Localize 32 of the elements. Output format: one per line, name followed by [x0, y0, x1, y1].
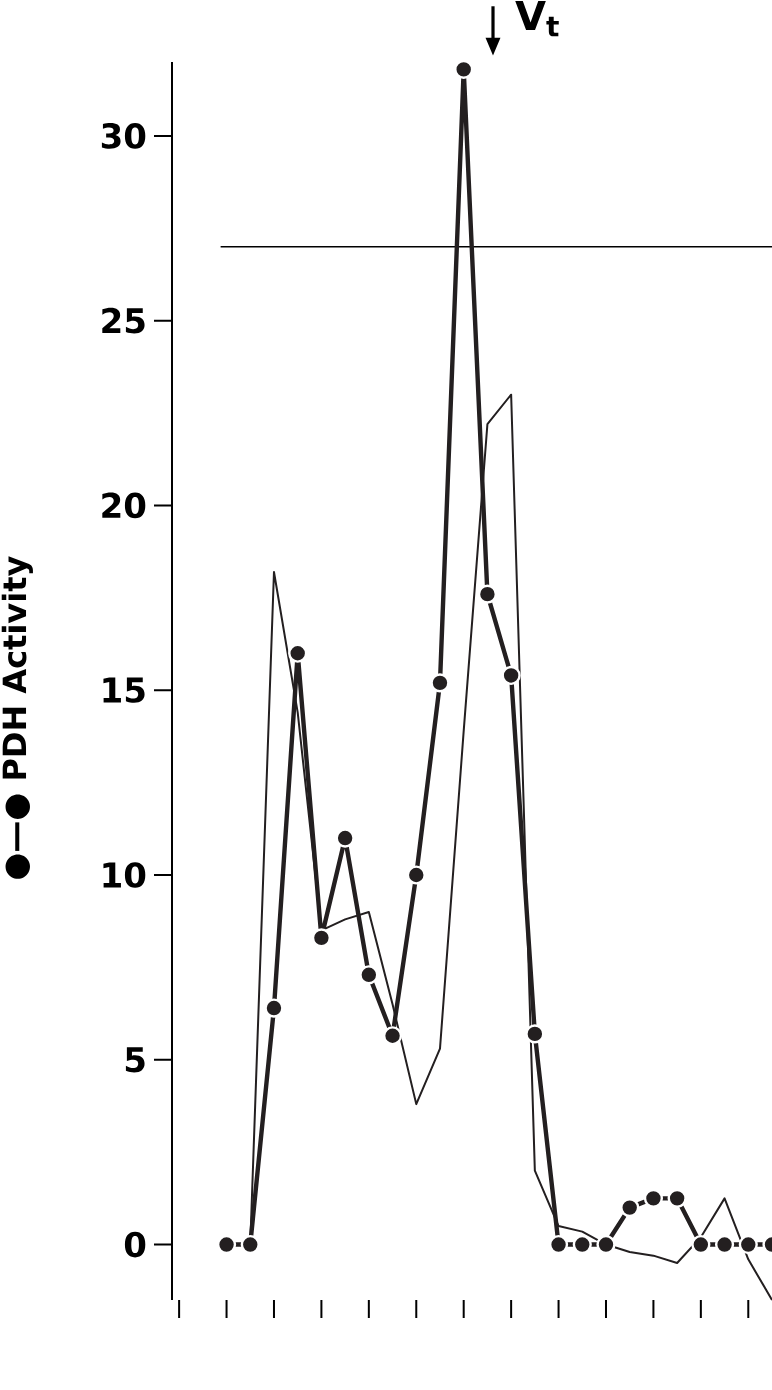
point: [691, 1234, 711, 1255]
point: [264, 998, 284, 1018]
point: [525, 1024, 545, 1044]
y-tick-label: 25: [102, 307, 145, 334]
point: [382, 1026, 403, 1046]
point: [430, 673, 450, 693]
y-tick-label: 10: [103, 862, 146, 888]
text: V$_{t}$: [515, 0, 559, 37]
point: [667, 1188, 687, 1208]
point: [240, 1234, 260, 1255]
point: [335, 828, 355, 848]
point: [359, 965, 379, 985]
point: [311, 928, 332, 948]
point: [501, 665, 521, 686]
point: [548, 1234, 569, 1255]
point: [738, 1234, 758, 1255]
y-tick-label: 5: [125, 1047, 145, 1073]
y-axis-title: ●—● PDH Activity: [1, 556, 33, 879]
point: [596, 1234, 616, 1255]
point: [216, 1234, 237, 1255]
y-tick-label: 15: [103, 677, 145, 703]
point: [477, 584, 498, 604]
point: [643, 1188, 664, 1208]
y-tick-label: 30: [101, 123, 146, 149]
point: [454, 59, 474, 79]
point: [288, 643, 308, 663]
point: [406, 865, 426, 885]
y-tick-label: 20: [102, 492, 146, 519]
y-tick-label: 0: [124, 1231, 146, 1258]
point: [714, 1234, 735, 1255]
point: [620, 1198, 640, 1218]
point: [572, 1234, 592, 1255]
